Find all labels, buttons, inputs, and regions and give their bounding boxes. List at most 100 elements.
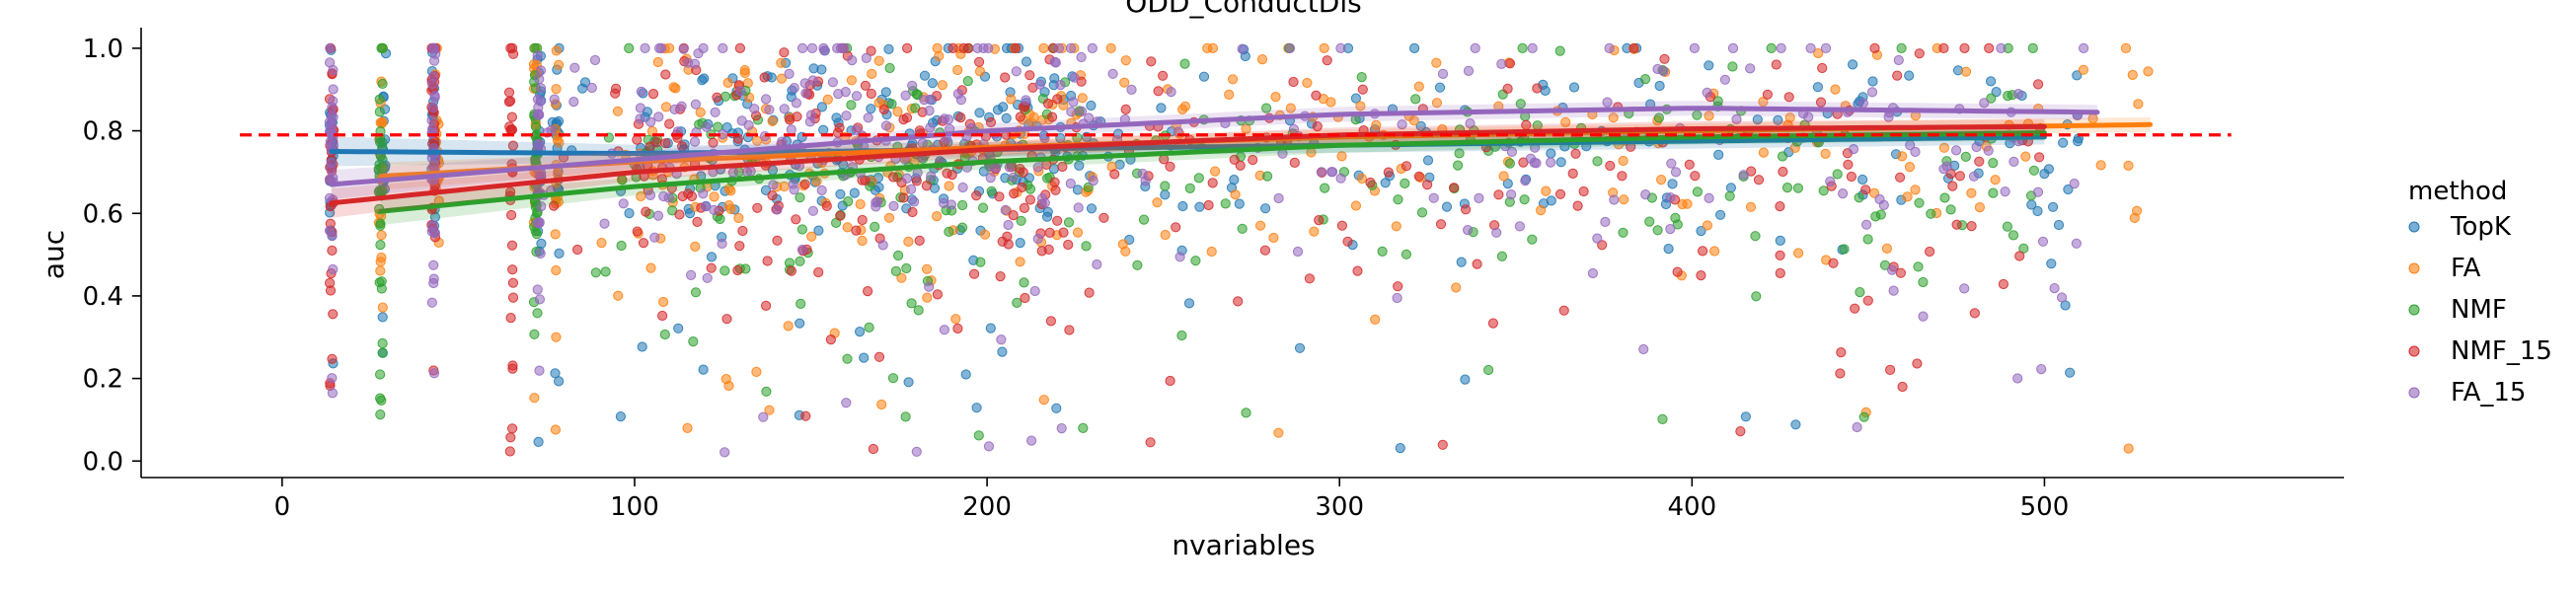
data-point (534, 110, 545, 120)
data-point (1925, 246, 1935, 258)
data-point (1336, 220, 1348, 231)
data-point (900, 90, 911, 101)
data-point (978, 202, 989, 213)
legend-label-fa_15: FA_15 (2451, 378, 2526, 407)
data-point (866, 104, 876, 114)
data-point (326, 164, 337, 175)
data-point (701, 201, 712, 212)
data-point (776, 73, 788, 84)
data-point (785, 114, 796, 125)
data-point (2002, 221, 2013, 232)
data-point (325, 42, 336, 54)
data-point (1696, 226, 1706, 237)
data-point (973, 430, 984, 441)
data-point (1041, 211, 1053, 222)
data-point (1087, 42, 1098, 54)
data-point (1658, 66, 1669, 77)
data-point (997, 346, 1008, 357)
data-point (818, 42, 829, 54)
data-point (1179, 58, 1190, 69)
data-point (1074, 160, 1085, 171)
data-point (535, 248, 546, 259)
data-point (795, 256, 805, 266)
data-point (1954, 171, 1966, 182)
data-point (1065, 178, 1076, 189)
data-point (569, 62, 580, 73)
data-point (1719, 74, 1731, 85)
data-point (1109, 169, 1120, 180)
data-point (1021, 95, 1031, 106)
data-point (550, 368, 561, 379)
data-point (1638, 343, 1649, 355)
data-point (1520, 176, 1531, 186)
data-point (1294, 342, 1306, 353)
data-point (739, 65, 750, 76)
data-point (932, 289, 944, 300)
data-point (1567, 168, 1578, 179)
data-point (1006, 94, 1017, 105)
data-point (1032, 233, 1043, 245)
data-point (818, 124, 829, 135)
data-point (2033, 79, 2044, 90)
data-point (1554, 45, 1565, 56)
data-point (1971, 141, 1982, 153)
data-point (811, 176, 822, 186)
data-point (779, 104, 790, 114)
data-point (1843, 159, 1854, 170)
data-point (1839, 244, 1850, 255)
data-point (1413, 81, 1424, 92)
data-point (1400, 178, 1410, 188)
data-point (1391, 221, 1402, 232)
data-point (1820, 148, 1831, 159)
data-point (1410, 94, 1421, 105)
data-point (1881, 243, 1893, 254)
data-point (963, 42, 974, 54)
data-point (1268, 232, 1279, 244)
data-point (903, 377, 914, 388)
data-point (995, 271, 1006, 282)
data-point (1775, 267, 1785, 278)
data-point (1998, 278, 2009, 290)
data-point (1008, 210, 1019, 221)
data-point (1496, 58, 1507, 70)
data-point (529, 329, 540, 339)
data-point (507, 140, 519, 151)
data-point (795, 192, 805, 203)
data-point (1745, 63, 1756, 74)
trend-line-topk (329, 134, 2047, 156)
chart-title: ODD_ConductDis (1125, 0, 1361, 19)
data-point (2028, 165, 2039, 176)
data-point (1312, 121, 1323, 132)
legend-title: method (2408, 177, 2507, 206)
data-point (1818, 185, 1829, 196)
data-point (924, 106, 935, 116)
data-point (1644, 216, 1655, 227)
data-point (1990, 175, 2001, 185)
data-point (1546, 157, 1556, 168)
data-point (1897, 381, 1908, 393)
data-point (1659, 53, 1670, 64)
data-point (1409, 42, 1420, 54)
data-point (1024, 70, 1035, 81)
data-point (1463, 225, 1474, 236)
data-point (1727, 61, 1738, 72)
data-point (1083, 182, 1094, 192)
data-point (1076, 51, 1087, 63)
data-point (1784, 112, 1795, 123)
data-point (1984, 42, 1995, 54)
data-point (1038, 395, 1049, 406)
data-point (1451, 282, 1462, 293)
data-point (1248, 154, 1258, 166)
data-point (327, 245, 338, 256)
data-point (375, 265, 386, 276)
data-point (1002, 231, 1013, 242)
data-point (946, 199, 957, 210)
data-point (767, 190, 778, 201)
x-tick-label: 300 (1315, 492, 1364, 522)
data-point (375, 137, 386, 148)
data-point (2058, 137, 2069, 148)
data-point (1750, 231, 1761, 242)
data-point (1892, 70, 1903, 81)
data-point (1604, 42, 1615, 54)
data-point (842, 353, 853, 364)
